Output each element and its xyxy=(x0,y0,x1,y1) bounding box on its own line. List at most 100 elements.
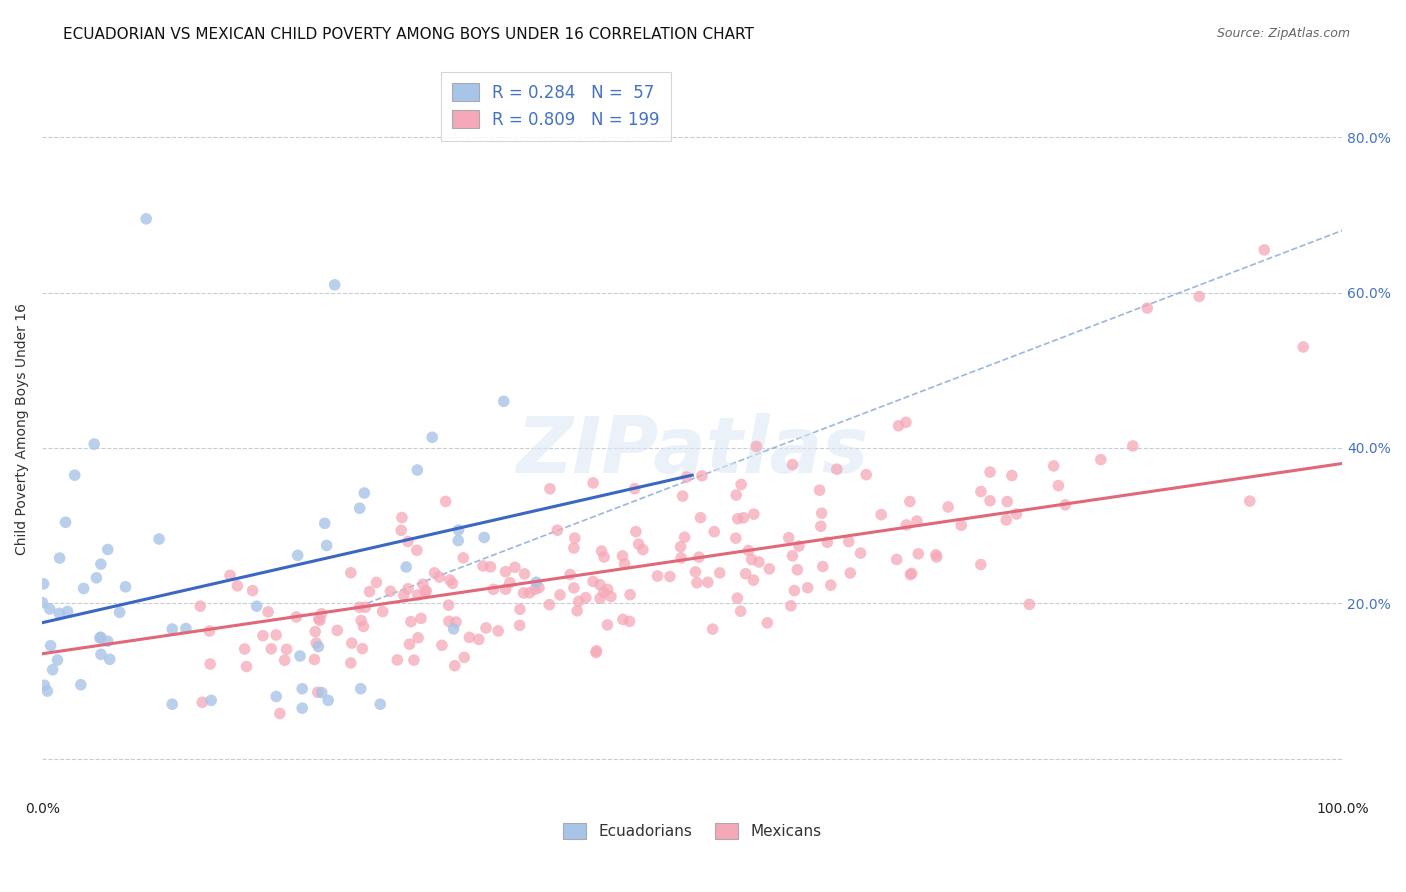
Point xyxy=(191,695,214,709)
Point xyxy=(37,684,59,698)
Point xyxy=(519,586,541,600)
Point xyxy=(273,653,295,667)
Point xyxy=(782,549,804,563)
Point xyxy=(495,565,517,579)
Point xyxy=(437,598,460,612)
Point xyxy=(482,582,505,597)
Point xyxy=(499,575,522,590)
Point xyxy=(48,551,70,566)
Point xyxy=(444,615,467,629)
Point xyxy=(264,628,287,642)
Point xyxy=(233,642,256,657)
Point xyxy=(399,615,422,629)
Point xyxy=(447,523,470,537)
Point xyxy=(886,552,908,566)
Point xyxy=(702,622,724,636)
Point xyxy=(741,552,763,566)
Point xyxy=(820,578,842,592)
Point xyxy=(995,494,1018,508)
Point xyxy=(443,622,465,636)
Point xyxy=(443,658,465,673)
Point xyxy=(887,418,910,433)
Point xyxy=(72,582,94,596)
Point xyxy=(727,512,749,526)
Point xyxy=(838,534,860,549)
Point xyxy=(495,582,517,597)
Point xyxy=(524,582,547,597)
Point xyxy=(1001,468,1024,483)
Point xyxy=(395,560,418,574)
Point xyxy=(90,630,112,644)
Point xyxy=(849,546,872,560)
Point xyxy=(235,659,257,673)
Point xyxy=(995,513,1018,527)
Point xyxy=(675,470,697,484)
Point xyxy=(83,437,105,451)
Point xyxy=(748,555,770,569)
Point xyxy=(585,644,607,658)
Point xyxy=(276,642,298,657)
Point xyxy=(1042,458,1064,473)
Point xyxy=(669,550,692,565)
Point xyxy=(352,641,374,656)
Point xyxy=(340,636,363,650)
Point xyxy=(592,585,614,599)
Point xyxy=(925,549,948,564)
Point xyxy=(63,468,86,483)
Point xyxy=(810,506,832,520)
Point xyxy=(56,604,79,618)
Point xyxy=(825,462,848,476)
Point xyxy=(264,690,287,704)
Point xyxy=(90,648,112,662)
Point xyxy=(783,583,806,598)
Point xyxy=(1188,289,1211,303)
Point xyxy=(546,523,568,537)
Point xyxy=(855,467,877,482)
Point xyxy=(1253,243,1275,257)
Point xyxy=(1090,452,1112,467)
Point xyxy=(688,550,710,565)
Point xyxy=(585,646,607,660)
Point xyxy=(1122,439,1144,453)
Point xyxy=(562,581,585,595)
Point xyxy=(509,618,531,632)
Point xyxy=(512,586,534,600)
Point xyxy=(623,482,645,496)
Point xyxy=(219,568,242,582)
Point xyxy=(596,582,619,597)
Point xyxy=(673,530,696,544)
Point xyxy=(796,581,818,595)
Point xyxy=(756,615,779,630)
Point xyxy=(307,640,329,654)
Point xyxy=(339,656,361,670)
Point xyxy=(34,678,56,692)
Point xyxy=(669,540,692,554)
Point xyxy=(371,605,394,619)
Point xyxy=(808,483,831,498)
Point xyxy=(647,569,669,583)
Point xyxy=(307,685,329,699)
Point xyxy=(709,566,731,580)
Point xyxy=(391,510,413,524)
Point xyxy=(631,542,654,557)
Point xyxy=(503,560,526,574)
Point xyxy=(434,494,457,508)
Point xyxy=(811,559,834,574)
Point xyxy=(538,482,561,496)
Point xyxy=(1292,340,1315,354)
Point xyxy=(387,653,409,667)
Point xyxy=(589,591,612,606)
Point xyxy=(627,537,650,551)
Point xyxy=(619,588,641,602)
Point xyxy=(198,624,221,638)
Point xyxy=(406,463,429,477)
Point xyxy=(758,562,780,576)
Point xyxy=(89,631,111,645)
Point xyxy=(686,575,709,590)
Point xyxy=(406,631,429,645)
Point xyxy=(412,577,434,591)
Point xyxy=(396,534,419,549)
Point xyxy=(326,624,349,638)
Point xyxy=(405,543,427,558)
Point xyxy=(260,641,283,656)
